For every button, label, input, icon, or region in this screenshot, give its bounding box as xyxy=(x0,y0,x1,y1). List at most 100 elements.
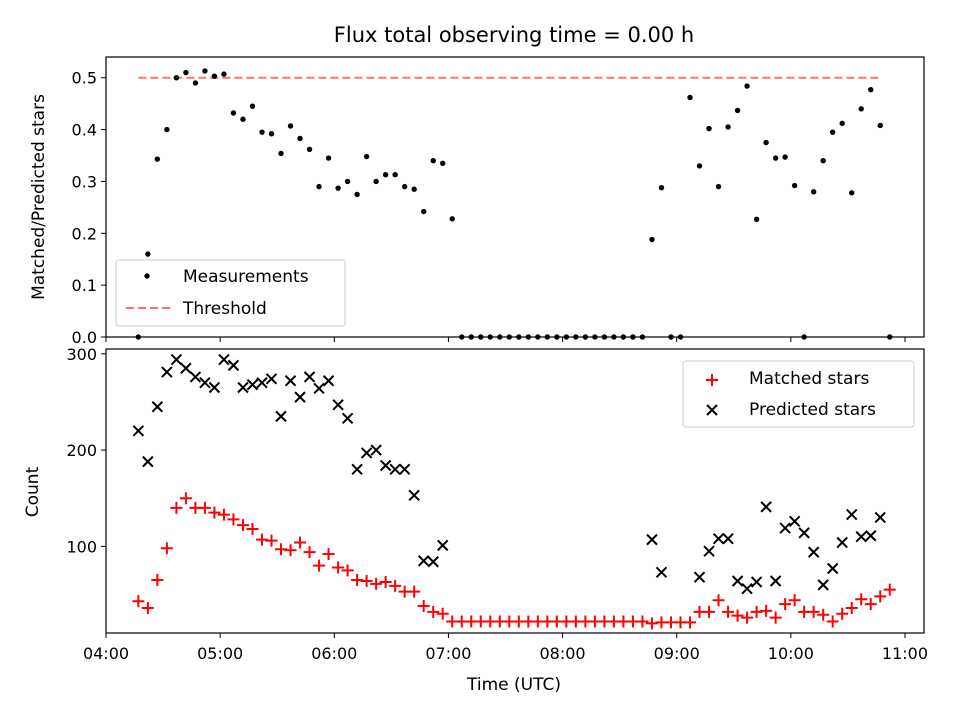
predicted-star-point xyxy=(379,459,392,472)
matched-star-point xyxy=(303,546,316,559)
predicted-star-point xyxy=(417,555,430,567)
bottom-axis-ticks: 100 200 300 04:00 05:00 06:00 07:00 08:00 09:00 1… xyxy=(66,345,928,663)
matched-star-point xyxy=(779,598,792,611)
matched-star-point xyxy=(408,585,421,598)
measurement-point xyxy=(706,125,712,132)
matched-star-point xyxy=(417,600,430,613)
matched-star-point xyxy=(389,579,402,592)
x-tick-label: 11:00 xyxy=(882,644,928,663)
predicted-star-point xyxy=(208,381,221,394)
measurement-point xyxy=(868,86,874,93)
top-y-tick-label: 0.3 xyxy=(72,172,97,191)
matched-star-point xyxy=(769,611,782,624)
measurement-point xyxy=(325,155,332,161)
x-tick-label: 08:00 xyxy=(540,644,586,663)
matched-star-point xyxy=(198,501,211,514)
matched-star-point xyxy=(788,594,801,607)
matched-star-point xyxy=(379,575,392,588)
measurement-point xyxy=(145,251,151,257)
bottom-legend-box xyxy=(682,360,915,428)
matched-star-point xyxy=(722,605,735,618)
predicted-star-point xyxy=(693,571,706,583)
matched-star-point xyxy=(151,574,164,587)
matched-star-point xyxy=(845,601,858,614)
predicted-star-point xyxy=(760,501,772,513)
predicted-star-point xyxy=(646,533,658,546)
predicted-star-point xyxy=(322,375,335,387)
bottom-y-axis-label: Count xyxy=(23,466,43,517)
x-tick-label: 05:00 xyxy=(197,644,243,663)
predicted-star-point xyxy=(294,391,306,403)
measurement-point xyxy=(744,83,750,89)
predicted-star-point xyxy=(284,375,297,387)
matched-star-point xyxy=(322,548,335,561)
predicted-star-point xyxy=(788,515,801,528)
matched-star-point xyxy=(370,577,383,590)
predicted-star-point xyxy=(360,447,373,459)
matched-star-point xyxy=(208,506,221,519)
measurement-point xyxy=(202,68,208,74)
matched-star-point xyxy=(427,605,440,618)
top-legend: Measurements Threshold xyxy=(115,259,346,327)
matched-star-point xyxy=(265,534,278,547)
top-y-tick-label: 0.2 xyxy=(72,224,97,243)
measurement-point xyxy=(363,153,370,160)
predicted-star-point xyxy=(779,522,791,534)
predicted-star-point xyxy=(237,381,249,394)
legend-predicted-marker xyxy=(706,404,718,416)
measurement-point xyxy=(278,150,284,157)
bottom-legend: Matched stars Predicted stars xyxy=(682,360,915,428)
measurement-point xyxy=(430,158,436,164)
measurement-point xyxy=(240,116,246,122)
measurement-point xyxy=(849,190,855,196)
x-tick-label: 09:00 xyxy=(654,644,700,663)
measurement-point xyxy=(373,178,379,185)
legend-matched-label: Matched stars xyxy=(749,369,869,389)
measurement-point xyxy=(230,110,237,116)
matched-star-point xyxy=(294,536,307,549)
predicted-star-point xyxy=(427,556,439,568)
predicted-star-point xyxy=(408,489,420,502)
x-tick-label: 06:00 xyxy=(311,644,357,663)
predicted-star-point xyxy=(703,545,715,557)
measurement-point xyxy=(877,122,883,129)
bottom-y-tick-label: 100 xyxy=(66,537,97,556)
measurement-point xyxy=(287,123,294,129)
legend-threshold-label: Threshold xyxy=(182,299,267,319)
predicted-star-point xyxy=(265,373,278,385)
top-y-tick-label: 0.4 xyxy=(72,121,97,140)
measurement-point xyxy=(715,183,722,190)
predicted-star-point xyxy=(437,539,449,552)
measurement-point xyxy=(354,191,360,198)
matched-star-point xyxy=(246,523,259,536)
bottom-y-tick-label: 200 xyxy=(66,441,97,460)
top-y-tick-label: 0.5 xyxy=(72,69,97,88)
predicted-star-point xyxy=(151,401,164,413)
top-panel: Flux total observing time = 0.00 h Match… xyxy=(29,23,925,347)
predicted-star-point xyxy=(180,362,192,374)
predicted-star-point xyxy=(227,359,240,372)
measurement-point xyxy=(392,172,398,178)
measurement-point xyxy=(401,183,408,190)
measurement-point xyxy=(164,126,170,133)
matched-star-point xyxy=(855,593,868,606)
measurement-point xyxy=(734,107,741,114)
measurement-point xyxy=(173,75,180,81)
measurement-point xyxy=(687,94,693,101)
matched-star-point xyxy=(160,542,173,555)
x-tick-label: 07:00 xyxy=(425,644,471,663)
top-y-axis-label: Matched/Predicted stars xyxy=(29,94,49,300)
chart-title: Flux total observing time = 0.00 h xyxy=(334,23,694,47)
matched-star-point xyxy=(712,594,725,607)
predicted-star-point xyxy=(846,508,858,521)
matched-star-point xyxy=(141,601,154,614)
predicted-star-point xyxy=(712,532,725,545)
matched-star-point xyxy=(826,615,839,628)
measurement-point xyxy=(753,216,760,222)
matched-star-point xyxy=(217,508,230,521)
measurement-point xyxy=(335,185,341,191)
matched-star-point xyxy=(284,544,297,557)
predicted-star-point xyxy=(798,527,810,539)
matched-star-point xyxy=(436,607,449,620)
predicted-star-point xyxy=(275,410,287,423)
